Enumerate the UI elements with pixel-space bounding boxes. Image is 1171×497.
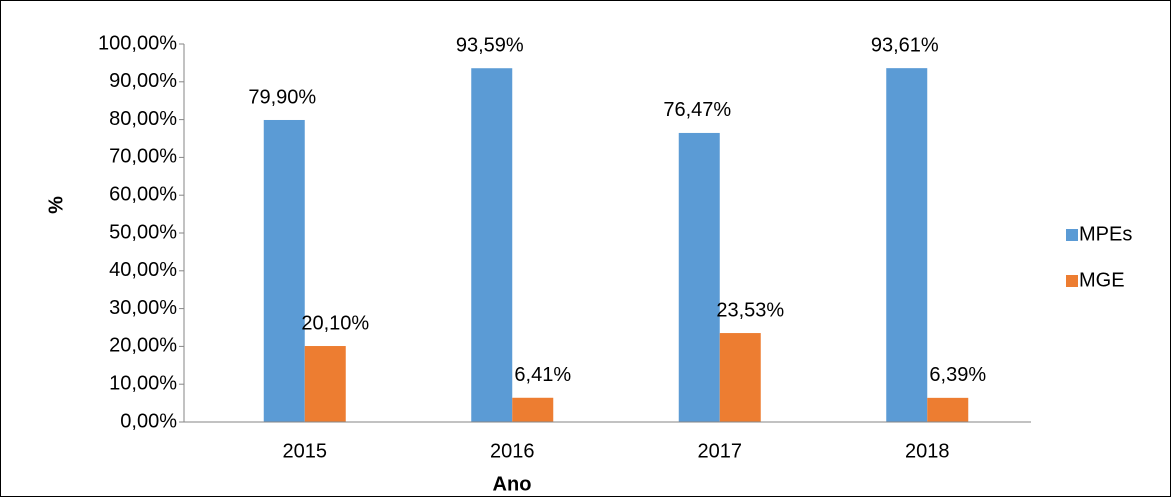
data-label: 79,90% [248,86,316,108]
x-tick-label: 2016 [490,440,535,462]
data-label: 93,59% [456,35,524,57]
y-tick-label: 0,00% [120,410,177,432]
legend-swatch [1066,275,1078,287]
y-tick-label: 70,00% [109,146,177,168]
bar [471,68,513,422]
y-tick-label: 80,00% [109,108,177,130]
y-tick-label: 90,00% [109,70,177,92]
bar [927,397,969,422]
legend-swatch [1066,229,1078,241]
legend-label: MPEs [1079,223,1132,245]
y-tick-label: 20,00% [109,335,177,357]
x-tick-label: 2018 [905,440,950,462]
x-tick-label: 2015 [283,440,328,462]
data-label: 6,41% [514,364,571,386]
y-tick-label: 40,00% [109,259,177,281]
y-tick-label: 30,00% [109,297,177,319]
bar [512,397,554,422]
bar [886,68,928,422]
data-label: 23,53% [716,299,784,321]
y-tick-label: 60,00% [109,183,177,205]
data-label: 6,39% [929,364,986,386]
x-axis-title: Ano [493,473,532,495]
data-label: 76,47% [663,99,731,121]
y-tick-label: 100,00% [98,32,177,54]
data-label: 20,10% [301,312,369,334]
bar [263,119,305,422]
y-axis-title: % [45,196,67,214]
bar [678,132,720,422]
x-tick-label: 2017 [698,440,743,462]
legend-label: MGE [1079,269,1125,291]
bar [304,346,346,422]
data-label: 93,61% [871,34,939,56]
y-tick-label: 10,00% [109,372,177,394]
bar [719,333,761,422]
y-tick-label: 50,00% [109,221,177,243]
